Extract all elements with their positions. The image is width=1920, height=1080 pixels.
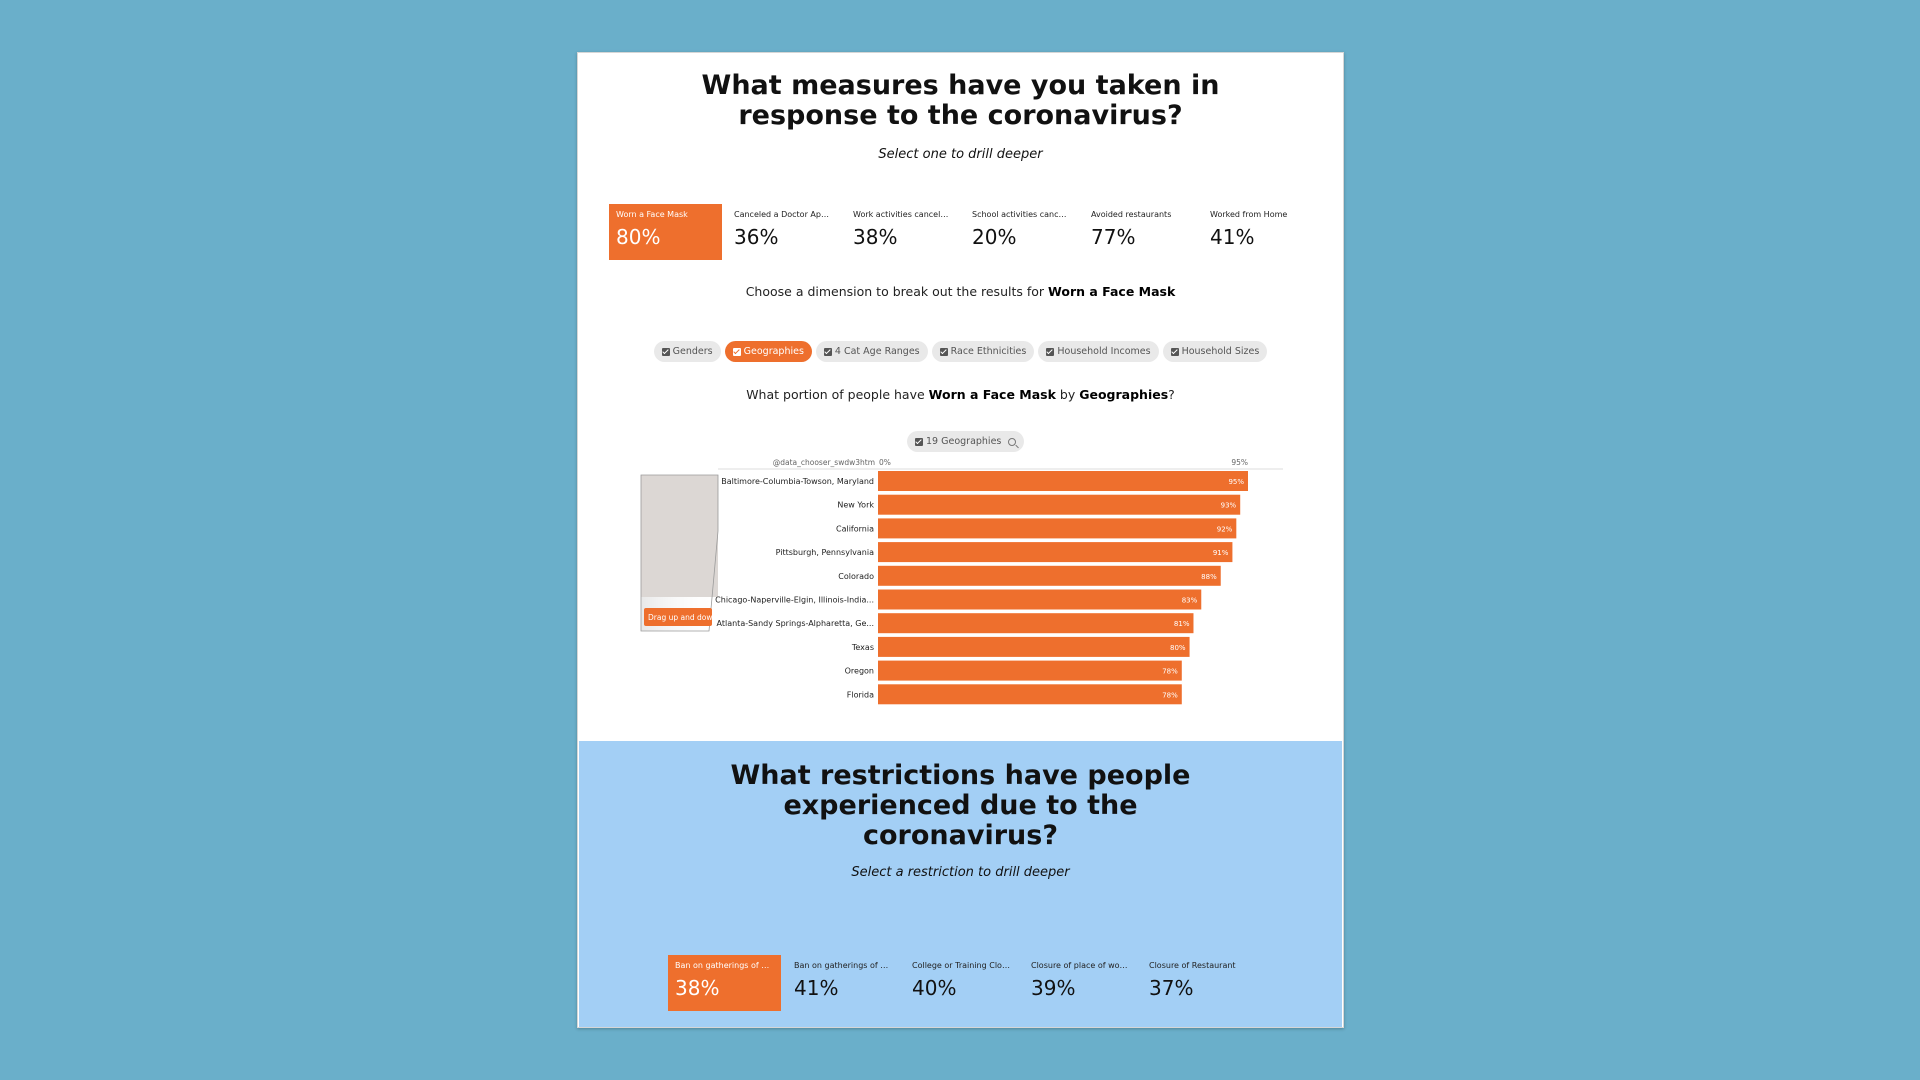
kpi-worn-face-mask[interactable]: Worn a Face Mask 80% [609, 204, 722, 260]
dashboard-card: What measures have you taken in response… [577, 52, 1344, 1028]
dimension-chips: Genders Geographies 4 Cat Age Ranges Rac… [578, 341, 1343, 362]
category-label: Baltimore-Columbia-Towson, Maryland [721, 477, 874, 486]
kpi-ban-gatherings-10[interactable]: Ban on gatherings of 10+ ... 38% [668, 955, 781, 1011]
checkbox-icon [915, 437, 923, 446]
axis-max-label: 95% [1231, 458, 1248, 467]
chip-race-ethnicities[interactable]: Race Ethnicities [931, 341, 1035, 362]
kpi-school-activities[interactable]: School activities canceled... 20% [972, 210, 1071, 249]
measures-section: What measures have you taken in response… [578, 53, 1343, 741]
category-label: Chicago-Naperville-Elgin, Illinois-India… [715, 596, 874, 605]
bar[interactable] [878, 494, 1241, 515]
bar[interactable] [878, 565, 1221, 586]
category-label: Florida [847, 690, 874, 699]
scrubber-handle[interactable] [644, 608, 712, 626]
measures-subtitle: Select one to drill deeper [878, 147, 1043, 162]
bar[interactable] [878, 471, 1248, 491]
search-icon [1008, 437, 1017, 446]
kpi-worship-closure[interactable]: Closure of place of worship 39% [1031, 961, 1130, 1000]
chip-age-ranges[interactable]: 4 Cat Age Ranges [815, 341, 928, 362]
bar[interactable] [878, 684, 1182, 705]
bar-value-label: 83% [1182, 597, 1198, 605]
kpi-avoided-restaurants[interactable]: Avoided restaurants 77% [1091, 210, 1172, 249]
chart-question: What portion of people have Worn a Face … [746, 387, 1175, 402]
checkbox-icon [1046, 347, 1055, 356]
category-label: New York [837, 501, 874, 510]
kpi-college-closure[interactable]: College or Training Closure 40% [912, 961, 1011, 1000]
dimension-prompt: Choose a dimension to break out the resu… [745, 284, 1176, 299]
chip-genders[interactable]: Genders [653, 341, 721, 362]
category-label: Pittsburgh, Pennsylvania [776, 548, 875, 557]
chip-geographies[interactable]: Geographies [724, 341, 812, 362]
bar[interactable] [878, 636, 1190, 657]
category-label: California [836, 524, 874, 533]
bar[interactable] [878, 613, 1194, 634]
geographies-bar-chart: Drag up and down @data_chooser_swdw3htm 0%… [640, 458, 1283, 705]
checkbox-icon [939, 347, 948, 356]
kpi-worked-from-home[interactable]: Worked from Home 41% [1210, 210, 1288, 249]
restrictions-section: What restrictions have people experience… [579, 741, 1342, 1027]
bar-value-label: 95% [1228, 478, 1244, 486]
bar-value-label: 78% [1162, 668, 1178, 676]
chart-header-label: @data_chooser_swdw3htm [773, 458, 875, 467]
chip-household-sizes[interactable]: Household Sizes [1162, 341, 1268, 362]
bar-value-label: 91% [1213, 549, 1229, 557]
bar-value-label: 88% [1201, 573, 1217, 581]
bar-value-label: 80% [1170, 644, 1186, 652]
axis-min-label: 0% [879, 458, 891, 467]
minimap-outline [640, 474, 719, 632]
scrubber-label: Drag up and down [648, 613, 717, 622]
category-label: Atlanta-Sandy Springs-Alpharetta, Ge... [717, 619, 874, 628]
bar[interactable] [878, 589, 1202, 610]
checkbox-icon [823, 347, 832, 356]
restrictions-title: What restrictions have people experience… [730, 760, 1191, 851]
restrictions-subtitle: Select a restriction to drill deeper [851, 865, 1070, 880]
bar[interactable] [878, 660, 1182, 681]
measures-title: What measures have you taken in response… [701, 70, 1220, 131]
kpi-work-activities[interactable]: Work activities canceled/... 38% [853, 210, 952, 249]
geographies-filter[interactable]: 19 Geographies [907, 431, 1025, 452]
bar-value-label: 78% [1162, 691, 1178, 699]
checkbox-icon [732, 347, 741, 356]
kpi-restaurant-closure[interactable]: Closure of Restaurant 37% [1149, 961, 1236, 1000]
chip-household-incomes[interactable]: Household Incomes [1038, 341, 1159, 362]
bar-value-label: 81% [1174, 620, 1190, 628]
bar-value-label: 93% [1221, 502, 1237, 510]
kpi-ban-gatherings-250[interactable]: Ban on gatherings of 250... 41% [794, 961, 893, 1000]
bar-value-label: 92% [1217, 525, 1233, 533]
minimap-window[interactable] [641, 475, 718, 597]
bar[interactable] [878, 518, 1237, 539]
category-label: Oregon [845, 667, 874, 676]
category-label: Colorado [838, 572, 874, 581]
bar[interactable] [878, 542, 1233, 563]
checkbox-icon [1170, 347, 1179, 356]
category-label: Texas [851, 643, 874, 652]
checkbox-icon [661, 347, 670, 356]
kpi-canceled-doctor[interactable]: Canceled a Doctor Appoin... 36% [734, 210, 833, 249]
